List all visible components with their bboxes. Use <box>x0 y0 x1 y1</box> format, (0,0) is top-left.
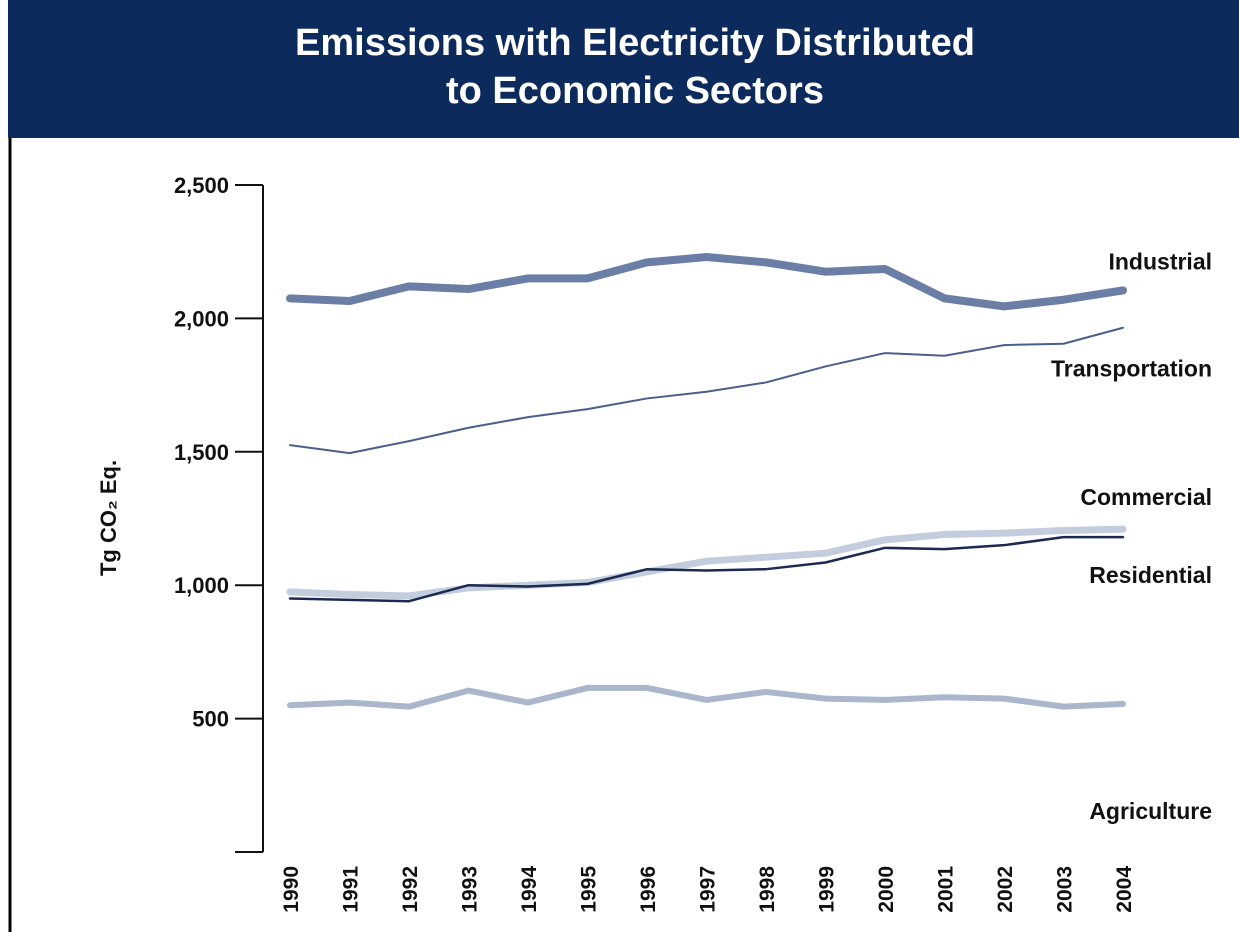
x-tick-label: 1998 <box>756 866 779 913</box>
title-bar <box>8 0 1239 138</box>
series-line <box>287 684 1126 710</box>
series-line <box>289 326 1124 455</box>
y-tick-label: 1,500 <box>174 440 229 465</box>
x-tick-label: 2002 <box>994 866 1017 913</box>
x-tick-label: 2000 <box>875 866 898 913</box>
x-tick-label: 2004 <box>1113 866 1136 913</box>
y-tick-label: 1,000 <box>174 573 229 598</box>
y-tick-label: 2,000 <box>174 306 229 331</box>
series-line <box>288 535 1125 603</box>
chart-title: Emissions with Electricity Distributed <box>295 22 975 64</box>
x-tick-label: 1997 <box>697 866 720 913</box>
x-tick-label: 1999 <box>816 866 839 913</box>
chart-title: to Economic Sectors <box>446 70 824 112</box>
x-tick-label: 1996 <box>637 866 660 913</box>
x-tick-label: 2003 <box>1054 866 1077 913</box>
y-tick-label: 500 <box>192 707 229 732</box>
series-line <box>286 253 1127 311</box>
x-tick-label: 1995 <box>578 866 601 913</box>
series-label: Industrial <box>1108 248 1212 274</box>
x-tick-label: 1994 <box>518 866 541 913</box>
series-line <box>286 525 1127 600</box>
x-tick-label: 2001 <box>935 866 958 913</box>
series-label: Residential <box>1089 562 1212 588</box>
x-tick-label: 1993 <box>459 866 482 913</box>
series-label: Transportation <box>1051 356 1212 382</box>
y-tick-label: 2,500 <box>174 173 229 198</box>
series-label: Commercial <box>1080 484 1212 510</box>
x-tick-label: 1991 <box>340 866 363 913</box>
y-axis-label: Tg CO₂ Eq. <box>96 460 121 576</box>
x-tick-label: 1990 <box>280 866 303 913</box>
x-tick-label: 1992 <box>399 866 422 913</box>
series-label: Agriculture <box>1089 798 1212 824</box>
